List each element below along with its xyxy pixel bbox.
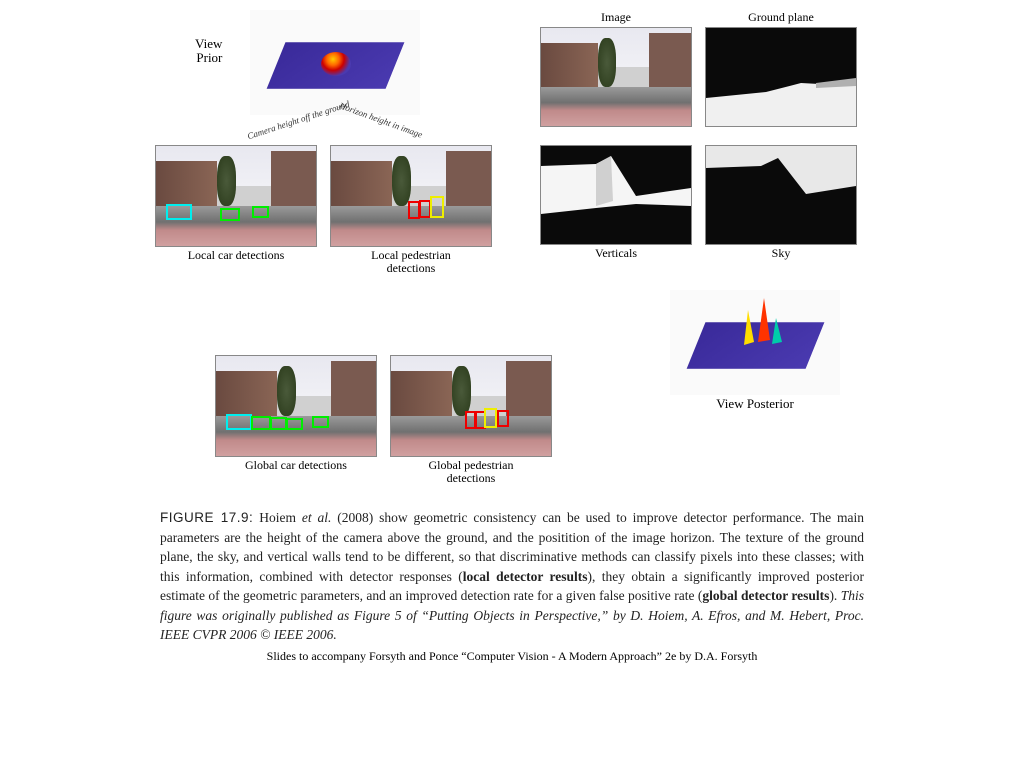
detection-box (226, 414, 252, 430)
panel-view-posterior: View Posterior (670, 290, 840, 411)
detection-box (419, 200, 431, 218)
figure-caption: FIGURE 17.9: Hoiem et al. (2008) show ge… (160, 508, 864, 645)
detection-box (286, 418, 303, 430)
detection-box (430, 196, 444, 218)
detection-box (408, 201, 420, 219)
detection-box (497, 410, 509, 427)
panel-sky: Sky (705, 145, 857, 260)
detection-box (252, 206, 269, 218)
detection-box (270, 417, 287, 430)
surf3d-posterior (670, 290, 840, 395)
detection-box (220, 208, 240, 221)
panel-grid: View Prior Camera height off the ground … (100, 10, 924, 500)
ground-plane-map (705, 27, 857, 127)
local-ped-img (330, 145, 492, 247)
panel-local-ped: Local pedestrian detections (330, 145, 492, 275)
detection-box (251, 416, 271, 430)
verticals-map (540, 145, 692, 245)
footer-note: Slides to accompany Forsyth and Ponce “C… (100, 649, 924, 664)
view-prior-plot: Camera height off the ground Horizon hei… (250, 10, 420, 115)
panel-image: Image (540, 10, 692, 127)
panel-local-car: Local car detections (155, 145, 317, 262)
global-ped-img (390, 355, 552, 457)
figure-container: View Prior Camera height off the ground … (0, 0, 1024, 664)
global-car-img (215, 355, 377, 457)
surf3d-prior: Camera height off the ground Horizon hei… (250, 10, 420, 115)
local-car-img (155, 145, 317, 247)
panel-global-ped: Global pedestrian detections (390, 355, 552, 485)
view-prior-label: View Prior (195, 35, 222, 66)
panel-global-car: Global car detections (215, 355, 377, 472)
street-image (540, 27, 692, 127)
sky-map (705, 145, 857, 245)
detection-box (484, 408, 498, 428)
panel-verticals: Verticals (540, 145, 692, 260)
figure-label: FIGURE 17.9: (160, 510, 253, 525)
panel-ground-plane: Ground plane (705, 10, 857, 127)
detection-box (312, 416, 329, 428)
detection-box (166, 204, 192, 220)
